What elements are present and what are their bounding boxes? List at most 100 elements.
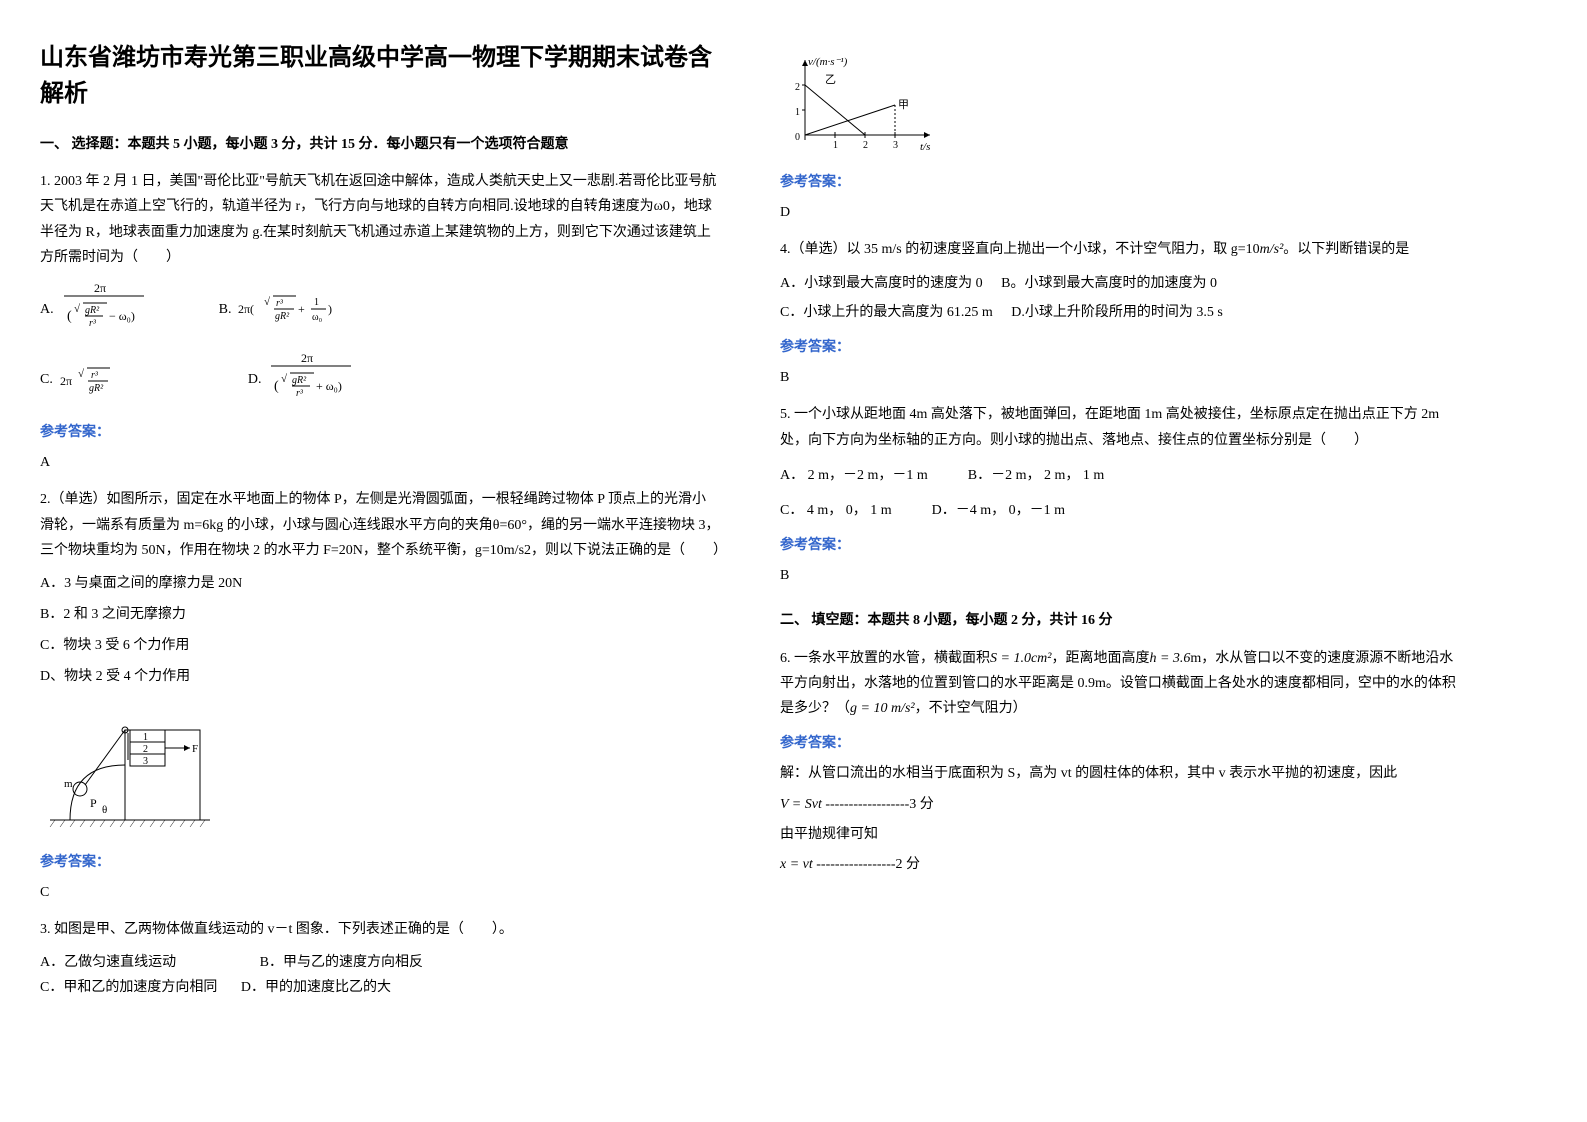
formula-a-svg: 2π ( √ gR² r³ − ω₀) — [59, 280, 159, 340]
q2-optB: B．2 和 3 之间无摩擦力 — [40, 602, 720, 627]
svg-text:gR²: gR² — [275, 311, 290, 322]
q5-optB: B．－2 m， 2 m， 1 m — [968, 463, 1105, 488]
q1-optD-label: D. — [248, 367, 262, 392]
svg-text:θ: θ — [102, 804, 107, 816]
q1-optC-label: C. — [40, 367, 53, 392]
q4-optD: D.小球上升阶段所用的时间为 3.5 s — [1011, 305, 1223, 320]
svg-text:(: ( — [274, 379, 279, 394]
q5-row2: C． 4 m， 0， 1 m D．－4 m， 0，－1 m — [780, 498, 1460, 523]
svg-text:甲: 甲 — [898, 99, 909, 111]
q6-sol2: ------------------3 分 — [822, 797, 934, 812]
svg-text:r³: r³ — [276, 298, 284, 309]
q3-text: 3. 如图是甲、乙两物体做直线运动的 v－t 图象．下列表述正确的是（ ）。 — [40, 917, 720, 942]
q4-text-part1: 4.（单选）以 35 m/s 的初速度竖直向上抛出一个小球，不计空气阻力，取 g… — [780, 242, 1260, 257]
q6-formula-h: h = 3.6 — [1149, 651, 1190, 666]
q1-option-b: B. 2π( √ r³ gR² + 1 ω₀ ) — [219, 280, 367, 340]
svg-text:ω₀: ω₀ — [312, 312, 323, 323]
svg-text:r³: r³ — [296, 388, 304, 399]
svg-text:m: m — [64, 778, 73, 790]
svg-text:乙: 乙 — [825, 73, 836, 86]
q1-answer: A — [40, 450, 720, 475]
svg-text:1: 1 — [833, 140, 838, 151]
svg-text:r³: r³ — [91, 370, 99, 381]
svg-text:gR²: gR² — [85, 305, 100, 316]
q3-optA: A．乙做匀速直线运动 — [40, 955, 176, 970]
q2-optA: A．3 与桌面之间的摩擦力是 20N — [40, 571, 720, 596]
q3-options-row1: A．乙做匀速直线运动 B．甲与乙的速度方向相反 — [40, 950, 720, 975]
question-5: 5. 一个小球从距地面 4m 高处落下，被地面弹回，在距地面 1m 高处被接住，… — [780, 402, 1460, 588]
q6-text1: 6. 一条水平放置的水管，横截面积 — [780, 651, 990, 666]
q1-formula-row-2: C. 2π √ r³ gR² D. 2π ( √ gR — [40, 350, 720, 410]
formula-c-svg: 2π √ r³ gR² — [58, 357, 148, 402]
svg-text:√: √ — [281, 373, 288, 385]
formula-b-svg: 2π( √ r³ gR² + 1 ω₀ ) — [236, 285, 366, 335]
svg-text:2π: 2π — [301, 351, 313, 365]
q4-text: 4.（单选）以 35 m/s 的初速度竖直向上抛出一个小球，不计空气阻力，取 g… — [780, 237, 1460, 262]
q2-optD: D、物块 2 受 4 个力作用 — [40, 664, 720, 689]
svg-text:1: 1 — [795, 107, 800, 118]
q4-optA: A．小球到最大高度时的速度为 0 — [780, 276, 983, 291]
q2-answer-label: 参考答案： — [40, 850, 720, 875]
svg-text:+: + — [298, 302, 305, 316]
q6-formula-v: V = Svt — [780, 797, 822, 812]
q5-optA: A． 2 m，－2 m，－1 m — [780, 463, 928, 488]
svg-text:gR²: gR² — [89, 383, 104, 394]
q3-optC: C．甲和乙的加速度方向相同 — [40, 980, 217, 995]
q5-text: 5. 一个小球从距地面 4m 高处落下，被地面弹回，在距地面 1m 高处被接住，… — [780, 402, 1460, 452]
svg-text:): ) — [328, 302, 332, 316]
svg-text:2: 2 — [795, 82, 800, 93]
question-2: 2.（单选）如图所示，固定在水平地面上的物体 P，左侧是光滑圆弧面，一根轻绳跨过… — [40, 487, 720, 905]
q3-optB: B．甲与乙的速度方向相反 — [260, 955, 423, 970]
q3-options-row2: C．甲和乙的加速度方向相同 D．甲的加速度比乙的大 — [40, 975, 720, 1000]
q4-ms-unit: m/s² — [1260, 242, 1284, 257]
q4-text-part2: 。以下判断错误的是 — [1283, 242, 1409, 257]
q4-row1: A．小球到最大高度时的速度为 0 B。小球到最大高度时的加速度为 0 — [780, 271, 1460, 296]
q6-text: 6. 一条水平放置的水管，横截面积S = 1.0cm²，距离地面高度h = 3.… — [780, 646, 1460, 722]
q4-answer-label: 参考答案： — [780, 335, 1460, 360]
formula-d-svg: 2π ( √ gR² r³ + ω₀) — [266, 350, 366, 410]
svg-text:2: 2 — [143, 744, 148, 755]
svg-text:t/s: t/s — [920, 141, 930, 153]
vt-chart-svg: v/(m·s⁻¹) t/s 0 1 2 1 2 3 乙 甲 — [780, 55, 940, 155]
svg-text:r³: r³ — [89, 318, 97, 329]
svg-text:(: ( — [67, 309, 72, 324]
svg-text:+ ω₀): + ω₀) — [316, 379, 342, 393]
q3-answer: D — [780, 200, 1460, 225]
q1-formula-row-1: A. 2π ( √ gR² r³ − ω₀) B. 2π( √ — [40, 280, 720, 340]
svg-text:2: 2 — [863, 140, 868, 151]
q5-answer-label: 参考答案： — [780, 533, 1460, 558]
q1-option-d: D. 2π ( √ gR² r³ + ω₀) — [248, 350, 367, 410]
q1-option-a: A. 2π ( √ gR² r³ − ω₀) — [40, 280, 159, 340]
q1-optB-label: B. — [219, 297, 232, 322]
q6-sol4-row: x = vt -----------------2 分 — [780, 852, 1460, 877]
svg-text:P: P — [90, 796, 97, 810]
q2-figure: P m θ 1 2 3 F — [40, 705, 720, 835]
question-6: 6. 一条水平放置的水管，横截面积S = 1.0cm²，距离地面高度h = 3.… — [780, 646, 1460, 878]
q4-answer: B — [780, 365, 1460, 390]
q6-formula-g: g = 10 m/s² — [850, 701, 915, 716]
q6-text2: ，距离地面高度 — [1051, 651, 1149, 666]
right-column: v/(m·s⁻¹) t/s 0 1 2 1 2 3 乙 甲 参考答案： D 4.… — [780, 40, 1460, 1013]
left-column: 山东省潍坊市寿光第三职业高级中学高一物理下学期期末试卷含解析 一、 选择题：本题… — [40, 40, 720, 1013]
section1-header: 一、 选择题：本题共 5 小题，每小题 3 分，共计 15 分．每小题只有一个选… — [40, 132, 720, 157]
svg-text:1: 1 — [314, 297, 319, 308]
q6-sol2-row: V = Svt ------------------3 分 — [780, 792, 1460, 817]
svg-text:gR²: gR² — [292, 375, 307, 386]
q3-figure: v/(m·s⁻¹) t/s 0 1 2 1 2 3 乙 甲 — [780, 55, 1460, 155]
document-title: 山东省潍坊市寿光第三职业高级中学高一物理下学期期末试卷含解析 — [40, 40, 720, 112]
q1-text: 1. 2003 年 2 月 1 日，美国"哥伦比亚"号航天飞机在返回途中解体，造… — [40, 169, 720, 270]
svg-text:2π: 2π — [60, 374, 72, 388]
svg-text:√: √ — [264, 296, 271, 308]
q6-answer-label: 参考答案： — [780, 731, 1460, 756]
section2-header: 二、 填空题：本题共 8 小题，每小题 2 分，共计 16 分 — [780, 608, 1460, 633]
q1-answer-label: 参考答案： — [40, 420, 720, 445]
svg-text:− ω₀): − ω₀) — [109, 309, 135, 323]
q3-optD: D．甲的加速度比乙的大 — [241, 980, 391, 995]
q5-optD: D．－4 m， 0，－1 m — [932, 498, 1065, 523]
svg-text:3: 3 — [893, 140, 898, 151]
q5-row1: A． 2 m，－2 m，－1 m B．－2 m， 2 m， 1 m — [780, 463, 1460, 488]
svg-text:v/(m·s⁻¹): v/(m·s⁻¹) — [808, 56, 848, 68]
svg-text:0: 0 — [795, 132, 800, 143]
q3-answer-label: 参考答案： — [780, 170, 1460, 195]
svg-text:3: 3 — [143, 756, 148, 767]
